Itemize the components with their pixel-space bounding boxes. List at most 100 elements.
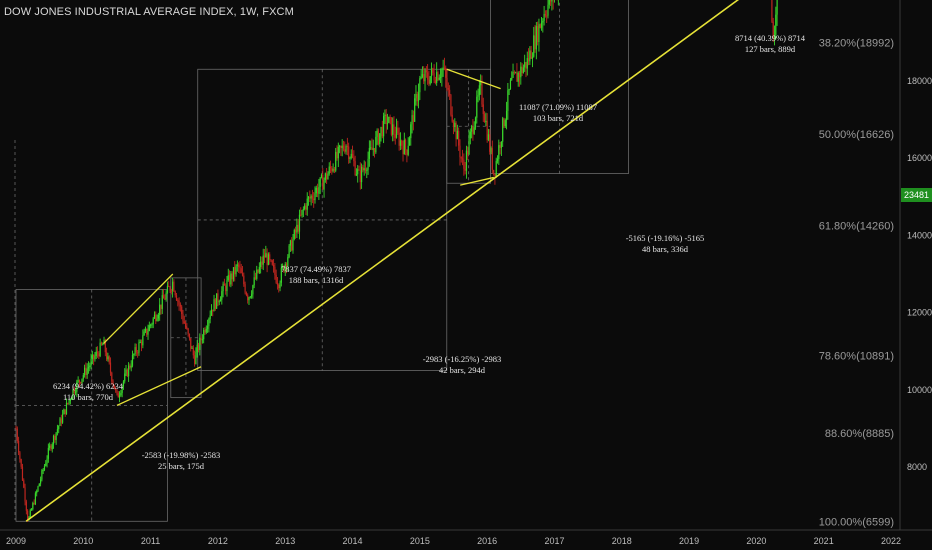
candle-body: [412, 115, 414, 122]
candle-body: [526, 58, 528, 69]
candle-body: [489, 134, 491, 152]
candle-body: [313, 198, 315, 201]
candle-body: [353, 157, 355, 162]
candle-body: [87, 367, 90, 369]
candle-body: [206, 326, 209, 329]
candle-body: [93, 354, 95, 360]
candle-body: [272, 264, 275, 267]
x-tick-label: 2013: [275, 536, 295, 546]
candle-body: [120, 393, 122, 396]
candle-body: [288, 245, 290, 258]
candle-body: [517, 72, 519, 82]
candle-body: [424, 70, 426, 82]
candle-body: [544, 13, 547, 16]
candle-body: [360, 166, 363, 183]
candle-body: [499, 145, 501, 148]
candle-body: [463, 159, 465, 169]
candle-body: [428, 79, 430, 84]
candle-body: [329, 166, 332, 169]
candle-body: [454, 122, 456, 127]
candle-body: [172, 281, 174, 291]
candle-body: [204, 330, 206, 333]
candle-body: [51, 444, 53, 450]
candle-body: [190, 338, 192, 349]
candle-body: [385, 114, 387, 125]
candle-body: [351, 153, 354, 158]
candle-body: [542, 20, 544, 23]
candle-body: [279, 282, 281, 289]
candle-body: [476, 96, 478, 118]
candle-body: [371, 147, 373, 150]
candle-body: [85, 367, 87, 375]
candle-body: [529, 50, 531, 62]
candle-body: [124, 373, 126, 382]
candle-body: [327, 173, 329, 180]
candle-body: [107, 356, 109, 360]
candle-body: [446, 77, 448, 88]
candle-body: [25, 501, 27, 511]
candle-body: [384, 114, 386, 117]
candle-body: [265, 253, 267, 258]
x-tick-label: 2012: [208, 536, 228, 546]
candle-body: [525, 62, 527, 69]
candle-body: [61, 414, 64, 423]
candle-body: [443, 67, 446, 69]
candle-body: [393, 124, 395, 135]
candle-body: [533, 35, 535, 57]
candle-body: [355, 174, 358, 176]
candle-body: [162, 295, 165, 299]
candle-body: [441, 69, 443, 78]
candle-body: [335, 151, 337, 171]
candle-body: [174, 291, 176, 296]
candle-body: [305, 205, 307, 210]
candle-body: [376, 130, 378, 137]
candle-body: [465, 150, 468, 171]
x-tick-label: 2015: [410, 536, 430, 546]
candle-body: [89, 365, 91, 368]
candle-body: [505, 110, 508, 121]
candle-body: [219, 299, 222, 302]
candle-body: [776, 0, 778, 15]
candle-body: [133, 354, 135, 356]
candle-body: [55, 432, 57, 440]
candle-body: [29, 510, 31, 518]
candle-body: [516, 72, 518, 82]
candle-body: [381, 126, 383, 137]
candle-body: [77, 379, 79, 382]
candle-body: [307, 197, 310, 199]
candle-body: [395, 127, 398, 138]
candle-body: [24, 487, 26, 502]
candle-body: [547, 4, 549, 16]
candle-body: [94, 355, 96, 360]
candle-body: [309, 197, 311, 199]
candle-body: [534, 35, 536, 50]
candle-body: [282, 266, 284, 268]
candle-body: [455, 122, 457, 140]
candle-body: [166, 285, 169, 293]
candle-body: [46, 458, 48, 464]
candle-body: [520, 66, 522, 78]
candle-body: [449, 89, 451, 96]
candle-body: [65, 402, 68, 415]
candle-body: [200, 337, 202, 340]
candle-body: [326, 173, 328, 180]
candle-body: [188, 333, 191, 339]
candle-body: [292, 238, 294, 251]
annotation-line: 42 bars, 294d: [439, 365, 486, 375]
candle-body: [468, 138, 470, 155]
candle-body: [370, 147, 372, 149]
candle-body: [244, 284, 246, 293]
candle-body: [320, 174, 323, 178]
candle-body: [80, 381, 82, 384]
candle-body: [467, 150, 469, 155]
candle-body: [301, 210, 303, 216]
candle-body: [179, 304, 181, 307]
candle-body: [442, 67, 444, 70]
candle-body: [38, 483, 40, 487]
candle-body: [548, 0, 550, 5]
candle-body: [76, 381, 78, 392]
candle-body: [388, 116, 390, 123]
candle-body: [27, 510, 29, 520]
